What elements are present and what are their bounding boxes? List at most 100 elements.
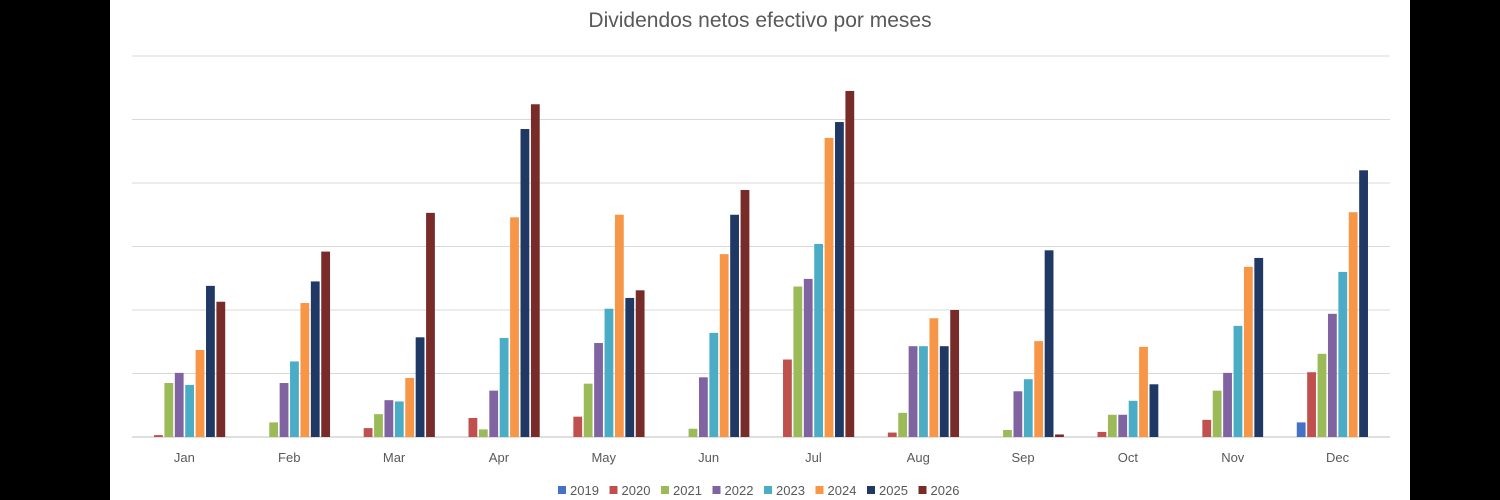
bar-2021-Oct (1107, 414, 1117, 437)
bar-2021-Jan (164, 383, 174, 437)
legend-swatch-2019 (558, 486, 566, 494)
legend-swatch-2023 (764, 486, 772, 494)
legend-swatch-2024 (815, 486, 824, 494)
bar-2020-Aug (887, 432, 897, 437)
bar-2025-Sep (1044, 250, 1054, 437)
bar-2024-Jul (824, 137, 834, 437)
bar-2021-Dec (1317, 353, 1327, 437)
legend-label-2022: 2022 (725, 483, 754, 498)
legend-label-2024: 2024 (828, 483, 857, 498)
bars (154, 90, 1368, 438)
bar-2024-Aug (929, 318, 939, 437)
bar-2022-Oct (1118, 414, 1128, 437)
bar-2025-May (625, 297, 635, 437)
legend-label-2020: 2020 (622, 483, 651, 498)
bar-2022-Sep (1013, 391, 1023, 437)
bar-2020-Oct (1097, 431, 1107, 437)
legend-label-2021: 2021 (673, 483, 702, 498)
bar-2024-Nov (1243, 266, 1253, 437)
bar-2021-Jun (688, 428, 698, 437)
legend: 2019 2020 2021 2022 2023 2024 2025 2026 (558, 483, 959, 498)
bar-2022-Mar (384, 400, 394, 437)
x-tick-label: Feb (278, 450, 300, 465)
legend-swatch-2020 (609, 486, 618, 494)
bar-2025-Nov (1254, 257, 1264, 437)
bar-2020-Nov (1202, 419, 1212, 437)
bar-2020-Jul (783, 359, 792, 437)
x-tick-label: Mar (383, 450, 406, 465)
bar-2024-Apr (510, 217, 519, 437)
bar-2023-May (604, 308, 614, 437)
bar-2023-Aug (919, 346, 928, 437)
chart: Dividendos netos efectivo por meses Jan F… (132, 9, 1390, 498)
bar-2021-Feb (269, 422, 279, 437)
bar-2022-May (594, 343, 603, 437)
bar-2024-Dec (1348, 212, 1358, 437)
bar-2026-Aug (950, 310, 960, 437)
bar-2023-Sep (1023, 379, 1033, 437)
bar-2022-Apr (489, 390, 499, 437)
bar-2025-Aug (939, 346, 949, 437)
bar-2021-Aug (898, 412, 908, 437)
x-axis-labels: Jan Feb Mar Apr May Jun Jul Aug Sep Oct Nov Dec (174, 450, 1350, 465)
bar-2025-Oct (1149, 384, 1159, 437)
bar-2021-Apr (478, 429, 488, 437)
bar-2026-Jun (740, 189, 750, 437)
bar-2020-Jan (154, 435, 163, 437)
chart-panel: Dividendos netos efectivo por meses Jan F… (110, 0, 1410, 500)
bar-2022-Nov (1223, 372, 1232, 437)
bar-2021-Sep (1003, 430, 1012, 437)
x-tick-label: Dec (1326, 450, 1350, 465)
bar-2026-Sep (1055, 434, 1064, 437)
legend-swatch-2022 (712, 486, 721, 494)
legend-label-2019: 2019 (570, 483, 599, 498)
legend-swatch-2021 (661, 486, 669, 494)
legend-label-2023: 2023 (776, 483, 805, 498)
x-tick-label: Sep (1012, 450, 1035, 465)
bar-2022-Jul (803, 278, 813, 437)
bar-2026-Mar (426, 212, 435, 437)
bar-2023-Mar (394, 401, 404, 437)
bar-2026-Feb (321, 251, 331, 437)
bar-2025-Apr (520, 129, 530, 437)
bar-2023-Jul (814, 243, 824, 437)
bar-2023-Nov (1233, 325, 1243, 438)
bar-2021-Mar (374, 414, 383, 437)
bar-2025-Jun (730, 214, 739, 437)
x-tick-label: Oct (1118, 450, 1139, 465)
bar-2022-Aug (908, 346, 918, 437)
bar-2020-Dec (1307, 372, 1316, 437)
x-tick-label: Jul (805, 450, 822, 465)
bar-2022-Feb (279, 383, 289, 437)
bar-2023-Dec (1338, 271, 1348, 437)
bar-2020-Apr (468, 417, 478, 437)
x-tick-label: May (591, 450, 616, 465)
bar-2023-Jun (709, 332, 719, 437)
bar-2023-Apr (499, 337, 509, 437)
bar-2020-Mar (363, 428, 373, 437)
bar-2025-Jan (206, 285, 215, 437)
bar-2025-Dec (1359, 170, 1368, 438)
x-tick-label: Aug (907, 450, 930, 465)
bar-2019-Dec (1296, 422, 1306, 437)
bar-2024-Feb (300, 303, 310, 437)
bar-2023-Feb (290, 361, 299, 437)
bar-2025-Feb (310, 281, 320, 437)
x-tick-label: Jun (698, 450, 719, 465)
bar-2022-Dec (1327, 313, 1337, 437)
bar-2023-Oct (1128, 400, 1138, 437)
bar-2024-Oct (1139, 346, 1148, 437)
gridlines (132, 55, 1390, 438)
bar-2025-Mar (415, 337, 425, 437)
x-tick-label: Jan (174, 450, 195, 465)
bar-2021-Nov (1212, 390, 1222, 437)
bar-2025-Jul (835, 122, 844, 437)
chart-title: Dividendos netos efectivo por meses (588, 9, 931, 32)
bar-2023-Jan (185, 384, 195, 437)
legend-swatch-2025 (867, 486, 875, 494)
bar-2026-Jul (845, 90, 855, 438)
x-tick-label: Apr (489, 450, 510, 465)
legend-label-2025: 2025 (879, 483, 908, 498)
bar-2022-Jan (174, 372, 184, 437)
bar-2021-May (583, 383, 593, 437)
